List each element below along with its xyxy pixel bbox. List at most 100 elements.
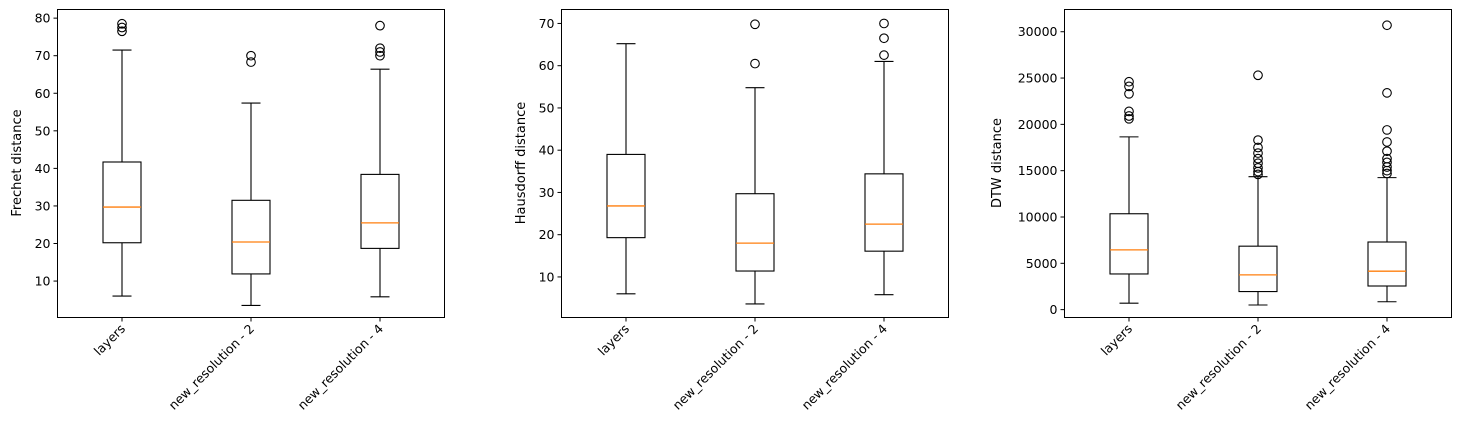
outlier-point bbox=[375, 43, 385, 54]
boxplot-3 bbox=[360, 20, 400, 298]
yticks-frechet: 10 20 30 40 50 60 70 80 bbox=[35, 11, 58, 289]
ytick-label: 70 bbox=[35, 48, 51, 63]
outlier-point bbox=[1253, 158, 1263, 169]
boxplot-3 bbox=[864, 18, 904, 296]
outlier-point bbox=[1382, 146, 1392, 157]
outlier-point bbox=[1253, 153, 1263, 164]
outlier-point bbox=[1382, 168, 1392, 179]
outlier-point bbox=[1124, 88, 1134, 99]
outlier-point bbox=[879, 50, 889, 60]
xticks-hausdorff: layers new_resolution - 2 new_resolution -… bbox=[595, 317, 891, 413]
ylabel-hausdorff: Hausdorff distance bbox=[514, 102, 529, 224]
iqr-box bbox=[360, 173, 400, 249]
xticks-frechet: layers new_resolution - 2 new_resolution -… bbox=[91, 317, 387, 413]
yticks-dtw: 0 5000 10000 15000 20000 25000 30000 bbox=[1018, 24, 1065, 317]
xtick-label: new_resolution - 4 bbox=[1302, 321, 1394, 413]
xtick-label: new_resolution - 4 bbox=[799, 321, 891, 413]
outlier-point bbox=[375, 47, 385, 57]
boxplot-2 bbox=[1238, 70, 1278, 306]
outlier-point bbox=[375, 20, 385, 31]
boxplot-1 bbox=[606, 43, 646, 295]
yticks-hausdorff: 10 20 30 40 50 60 70 bbox=[539, 16, 562, 284]
xticks-dtw: layers new_resolution - 2 new_resolution -… bbox=[1098, 317, 1394, 413]
ytick-label: 80 bbox=[35, 11, 51, 26]
boxplot-3 bbox=[1367, 20, 1407, 303]
outlier-point bbox=[1253, 135, 1263, 145]
xtick-label: layers bbox=[595, 321, 632, 358]
outlier-point bbox=[1382, 137, 1392, 147]
outlier-point bbox=[1382, 20, 1392, 31]
ytick-label: 10000 bbox=[1018, 209, 1058, 224]
ytick-label: 70 bbox=[539, 16, 555, 31]
boxplot-2 bbox=[231, 50, 271, 307]
outlier-point bbox=[1382, 153, 1392, 164]
xtick-label: new_resolution - 2 bbox=[166, 321, 258, 413]
outlier-point bbox=[1382, 157, 1392, 168]
ytick-label: 20000 bbox=[1018, 117, 1058, 132]
outlier-point bbox=[117, 26, 127, 37]
ytick-label: 50 bbox=[35, 123, 51, 138]
outlier-point bbox=[1124, 76, 1134, 87]
iqr-box bbox=[606, 153, 646, 239]
ytick-label: 30 bbox=[35, 198, 51, 213]
iqr-box bbox=[102, 161, 142, 244]
marks-dtw bbox=[1109, 20, 1407, 306]
outlier-point bbox=[1382, 125, 1392, 135]
ytick-label: 0 bbox=[1050, 302, 1058, 317]
ytick-label: 30 bbox=[539, 185, 555, 200]
ytick-label: 25000 bbox=[1018, 71, 1058, 86]
xtick-label: layers bbox=[91, 321, 128, 358]
outlier-point bbox=[750, 19, 760, 30]
ylabel-frechet: Frechet distance bbox=[10, 109, 25, 216]
outlier-point bbox=[879, 33, 889, 44]
outlier-point bbox=[246, 50, 256, 61]
ytick-label: 10 bbox=[539, 269, 555, 284]
outlier-point bbox=[1124, 81, 1134, 92]
xtick-label: new_resolution - 4 bbox=[295, 321, 387, 413]
panel-dtw: 0 5000 10000 15000 20000 25000 30000 layers new… bbox=[990, 9, 1452, 413]
outlier-point bbox=[246, 57, 256, 67]
panel-frechet: 10 20 30 40 50 60 70 80 layers new_resolution - … bbox=[10, 9, 445, 413]
ytick-label: 15000 bbox=[1018, 163, 1058, 178]
marks-hausdorff bbox=[606, 18, 904, 305]
outlier-point bbox=[1253, 163, 1263, 173]
ytick-label: 60 bbox=[35, 86, 51, 101]
outlier-point bbox=[1124, 111, 1134, 121]
boxplot-2 bbox=[735, 19, 775, 305]
xtick-label: new_resolution - 2 bbox=[670, 321, 762, 413]
iqr-box bbox=[864, 173, 904, 252]
outlier-point bbox=[879, 18, 889, 29]
boxplot-1 bbox=[1109, 76, 1149, 304]
boxplot-1 bbox=[102, 18, 142, 297]
outlier-point bbox=[117, 18, 127, 29]
outlier-point bbox=[117, 22, 127, 33]
iqr-box bbox=[1367, 241, 1407, 287]
ytick-label: 60 bbox=[539, 58, 555, 73]
xtick-label: new_resolution - 2 bbox=[1173, 321, 1265, 413]
outlier-point bbox=[1253, 169, 1263, 180]
ytick-label: 50 bbox=[539, 100, 555, 115]
panel-hausdorff: 10 20 30 40 50 60 70 layers new_resolution - 2 n… bbox=[514, 9, 949, 413]
iqr-box bbox=[1238, 245, 1278, 293]
ytick-label: 5000 bbox=[1026, 256, 1058, 271]
outlier-point bbox=[1253, 70, 1263, 81]
ytick-label: 20 bbox=[35, 236, 51, 251]
outlier-point bbox=[1382, 88, 1392, 98]
xtick-label: layers bbox=[1098, 321, 1135, 358]
ytick-label: 20 bbox=[539, 227, 555, 242]
marks-frechet bbox=[102, 18, 400, 307]
ytick-label: 40 bbox=[539, 143, 555, 158]
outlier-point bbox=[750, 58, 760, 69]
iqr-box bbox=[1109, 213, 1149, 275]
outlier-point bbox=[375, 50, 385, 61]
ytick-label: 40 bbox=[35, 161, 51, 176]
outlier-point bbox=[1253, 142, 1263, 153]
ytick-label: 30000 bbox=[1018, 24, 1058, 39]
iqr-box bbox=[735, 193, 775, 272]
ytick-label: 10 bbox=[35, 274, 51, 289]
outlier-point bbox=[1124, 113, 1134, 124]
ylabel-dtw: DTW distance bbox=[990, 118, 1005, 208]
outlier-point bbox=[1124, 106, 1134, 117]
iqr-box bbox=[231, 199, 271, 275]
